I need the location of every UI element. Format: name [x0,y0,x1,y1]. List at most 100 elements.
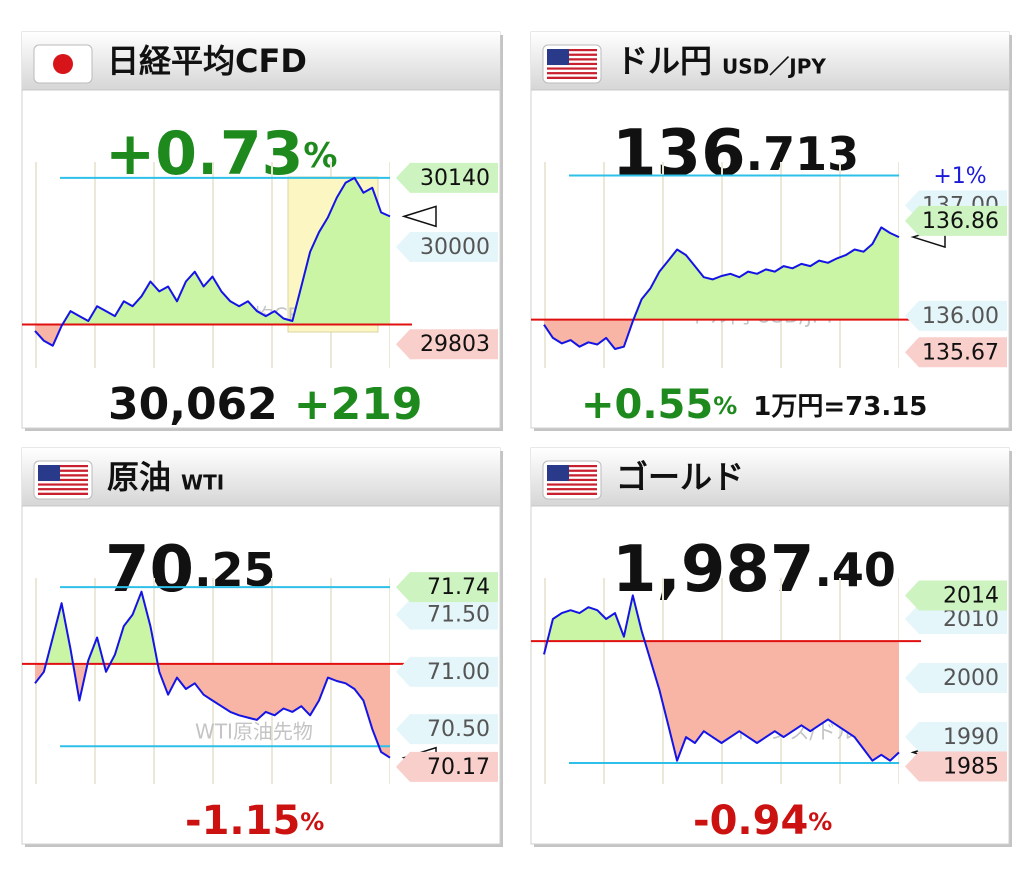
flag-stripe [547,49,597,52]
widget-subtitle: USD／JPY [722,55,826,79]
panel-header [531,32,1009,90]
flag-stripe [547,58,597,61]
flag-stripe [38,469,88,472]
panel-header [22,32,500,90]
flag-stripe [547,469,597,472]
high-tag-bg [396,162,498,193]
flag-stripe [547,69,597,73]
flag-stripe [38,481,88,484]
widget-title: ドル円 [616,42,712,80]
high-tag-label: 71.74 [427,575,490,600]
high-tag-label: 30140 [420,166,490,191]
y-tick-bg [905,604,1007,635]
widget-subtitle: WTI [181,471,224,495]
flag-stripe [547,488,597,491]
flag-stripe [547,483,597,486]
y-tick-bg [905,300,1007,331]
flag-sun [53,54,73,74]
high-tag-label: 2014 [943,583,999,608]
flag-stripe [547,474,597,477]
low-tag-bg [396,329,498,360]
low-tag-bg [905,337,1007,368]
area-down [35,663,390,758]
y-tick-bg [396,599,498,630]
y-tick-bg [396,656,498,687]
y-tick-label: 30000 [420,235,490,260]
flag-stripe [38,478,88,482]
area-up [544,227,899,320]
flag-stripe [547,481,597,484]
flag-stripe [38,483,88,486]
footer-part: % [713,392,737,420]
flag-stripe [547,62,597,66]
price-line [34,176,391,347]
flag-stripe [547,51,597,54]
flag-stripe [547,471,597,475]
high-tag-bg [905,205,1007,236]
y-tick-label: 2000 [943,666,999,691]
y-tick-label: 1990 [943,725,999,750]
flag-stripe [547,60,597,63]
widget-panel: 原油 WTI70.25WTI原油先物71.5071.0070.5071.7470.… [21,447,503,847]
y-tick-label: 70.50 [427,717,490,742]
flag-stripe [547,467,597,470]
flag-stripe [547,485,597,489]
flag-icon [33,460,93,500]
flag-stripe [38,490,88,493]
y-tick-label: 71.00 [427,660,490,685]
low-tag-label: 135.67 [922,340,999,365]
low-tag-label: 29803 [420,332,490,357]
low-tag-label: 70.17 [427,755,490,780]
flag-stripe [38,474,88,477]
y-tick-bg [396,231,498,262]
panel-header [531,448,1009,506]
flag-stripe [547,490,597,493]
y-tick-label: 71.50 [427,603,490,628]
flag-stripe [547,76,597,79]
footer: +0.55% 1万円=73.15 [581,382,927,428]
footer-part: % [808,808,832,836]
flag-stripe [38,488,88,491]
panel-header [22,448,500,506]
flag-stripe [38,467,88,470]
flag-stripe [547,72,597,75]
flag-canton [547,465,569,481]
footer-part: -0.94 [693,798,808,844]
high-tag-bg [905,580,1007,611]
flag-stripe [38,492,88,495]
flag-canton [547,49,569,65]
flag-stripe [547,74,597,77]
flag-stripe [547,492,597,495]
flag-stripe [38,465,88,468]
price-line [543,594,900,762]
flag-stripe [547,53,597,56]
area-up [62,177,390,325]
footer-part: +219 [294,379,423,430]
last-price-marker [401,205,437,228]
watermark: WTI原油先物 [195,720,313,744]
footer-part: -1.15 [185,798,300,844]
flag-stripe [547,67,597,70]
price-line [543,226,900,350]
price-line [34,590,391,759]
high-tag-label: 136.86 [922,209,999,234]
range-note: +1% [933,164,986,189]
flag-stripe [547,476,597,479]
low-tag-bg [396,751,498,782]
flag-stripe [38,476,88,479]
flag-stripe [547,55,597,59]
high-tag-bg [396,572,498,603]
flag-stripe [38,485,88,489]
footer: -1.15% [185,798,324,844]
flag-canton [38,465,60,481]
flag-icon [542,44,602,84]
low-tag-label: 1985 [943,755,999,780]
y-tick-label: 136.00 [922,304,999,329]
flag-stripe [547,465,597,468]
y-tick-bg [905,722,1007,753]
footer-part: % [300,808,324,836]
flag-stripe [38,471,88,475]
y-tick-label: 2010 [943,607,999,632]
